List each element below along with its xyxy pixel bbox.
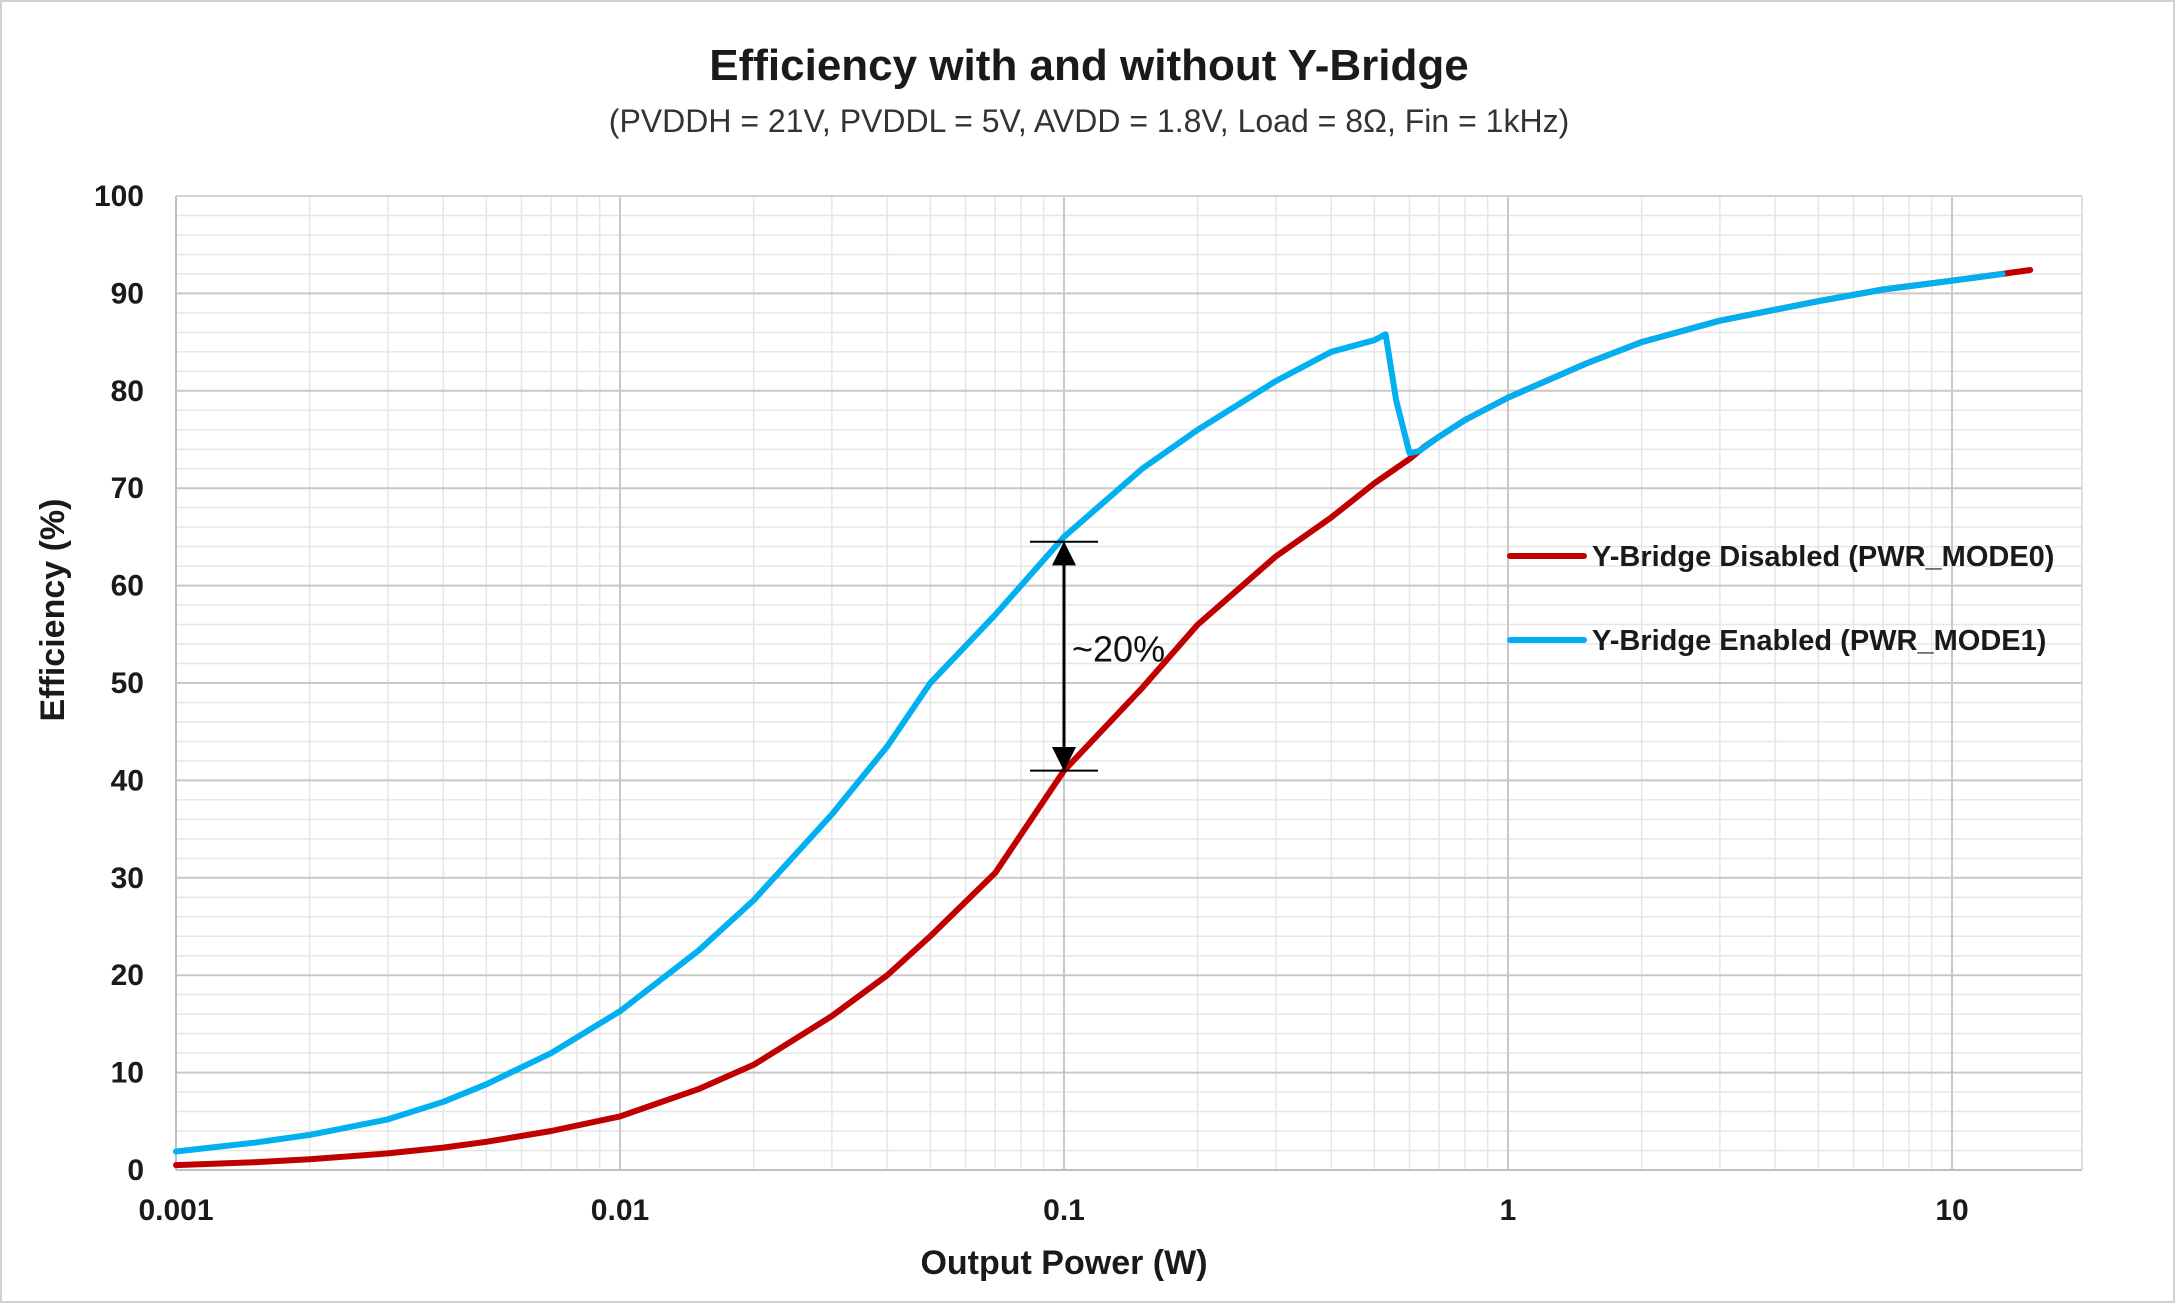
y-tick-label: 40	[111, 764, 144, 797]
y-tick-label: 10	[111, 1057, 144, 1090]
axes	[175, 195, 2083, 1171]
x-tick-label: 0.01	[591, 1194, 649, 1227]
x-tick-labels: 0.001 0.01 0.1 1 10	[138, 1194, 1968, 1227]
series-line-enabled	[173, 270, 2006, 1155]
x-tick-label: 10	[1935, 1194, 1968, 1227]
x-tick-label: 1	[1500, 1194, 1517, 1227]
chart-title: Efficiency with and without Y-Bridge	[709, 41, 1468, 90]
y-tick-label: 80	[111, 375, 144, 408]
y-tick-label: 100	[94, 180, 144, 213]
y-tick-labels: 0 10 20 30 40 50 60 70 80 90 100	[94, 180, 144, 1187]
x-tick-label: 0.1	[1043, 1194, 1085, 1227]
y-tick-label: 60	[111, 570, 144, 603]
chart-subtitle: (PVDDH = 21V, PVDDL = 5V, AVDD = 1.8V, L…	[609, 103, 1569, 139]
legend-label-disabled: Y-Bridge Disabled (PWR_MODE0)	[1592, 541, 2054, 573]
legend-label-enabled: Y-Bridge Enabled (PWR_MODE1)	[1592, 625, 2046, 657]
y-tick-label: 30	[111, 862, 144, 895]
x-axis-title: Output Power (W)	[920, 1244, 1207, 1282]
y-tick-label: 70	[111, 472, 144, 505]
y-tick-label: 50	[111, 667, 144, 700]
series-layer	[173, 267, 2034, 1169]
legend: Y-Bridge Disabled (PWR_MODE0) Y-Bridge En…	[1507, 541, 2054, 657]
y-tick-label: 20	[111, 959, 144, 992]
gap-annotation: ~20%	[1030, 540, 1165, 772]
y-axis-title: Efficiency (%)	[34, 499, 72, 722]
y-tick-label: 90	[111, 277, 144, 310]
x-tick-label: 0.001	[138, 1194, 213, 1227]
major-gridlines	[175, 195, 2082, 1171]
y-tick-label: 0	[127, 1154, 144, 1187]
gap-annotation-label: ~20%	[1072, 629, 1165, 670]
series-line-disabled	[173, 267, 2034, 1169]
